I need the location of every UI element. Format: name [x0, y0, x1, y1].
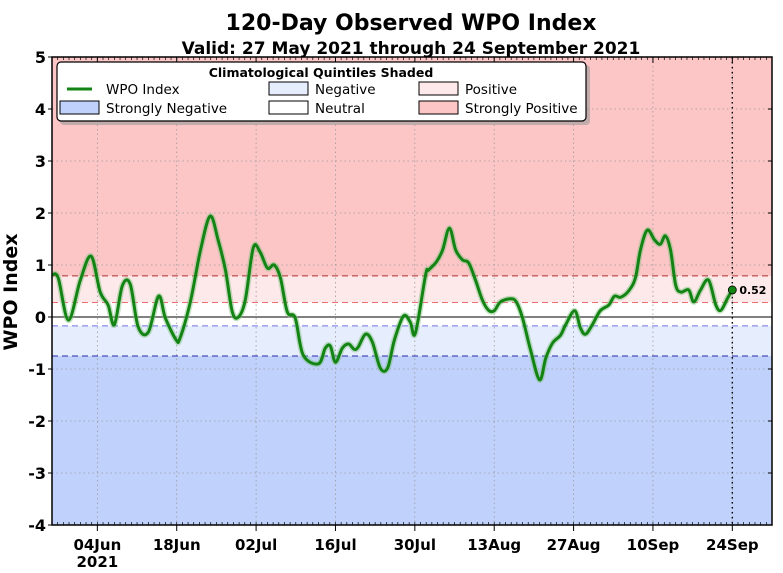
y-tick-label: -3	[28, 464, 46, 483]
legend-patch-neutral	[268, 100, 309, 115]
end-point-marker	[727, 285, 737, 295]
x-tick-label: 16Jul	[314, 536, 356, 554]
y-tick-label: -2	[28, 412, 46, 431]
legend-patch-strongly-negative	[59, 100, 100, 115]
x-tick-sublabel: 2021	[76, 553, 118, 571]
quintile-bands	[52, 57, 772, 525]
legend-label-wpo-index: WPO Index	[106, 82, 180, 98]
y-tick-label: -1	[28, 360, 46, 379]
legend-label-strongly-positive: Strongly Positive	[465, 101, 578, 117]
y-tick-label: 1	[35, 256, 46, 275]
chart-subtitle: Valid: 27 May 2021 through 24 September …	[182, 39, 641, 59]
x-tick-label: 30Jul	[394, 536, 436, 554]
series-line-wpo-index	[51, 214, 734, 382]
x-tick-label: 24Sep	[706, 536, 759, 554]
band-positive	[52, 275, 772, 303]
y-tick-label: 3	[35, 152, 46, 171]
band-strongly-negative	[52, 356, 772, 525]
y-tick-label: 4	[35, 100, 46, 119]
legend-label-negative: Negative	[315, 82, 376, 98]
end-point-group: 0.52	[727, 284, 766, 297]
x-tick-label: 02Jul	[235, 536, 277, 554]
legend-label-strongly-negative: Strongly Negative	[106, 101, 227, 117]
legend-title: Climatological Quintiles Shaded	[209, 65, 434, 80]
end-point-label: 0.52	[739, 284, 766, 297]
chart-title: 120-Day Observed WPO Index	[226, 11, 597, 36]
y-tick-label: -4	[28, 516, 46, 535]
legend-patch-positive	[418, 81, 459, 96]
x-tick-label: 18Jun	[153, 536, 201, 554]
x-tick-label: 27Aug	[547, 536, 601, 554]
x-tick-label: 10Sep	[627, 536, 680, 554]
legend-patch-strongly-positive	[418, 100, 459, 115]
series-layer	[50, 213, 735, 383]
legend-patch-negative	[268, 81, 309, 96]
y-tick-label: 2	[35, 204, 46, 223]
x-tick-label: 13Aug	[467, 536, 521, 554]
plot-frame	[51, 56, 773, 526]
legend-label-neutral: Neutral	[315, 101, 365, 117]
x-tick-label: 04Jun	[73, 536, 121, 554]
y-tick-label: 0	[35, 308, 46, 327]
legend: Climatological Quintiles Shaded WPO Inde…	[56, 61, 590, 125]
y-axis: 5 4 3 2 1 0 -1 -2 -3 -4	[28, 48, 772, 535]
y-axis-label: WPO Index	[0, 234, 22, 351]
y-tick-label: 5	[35, 48, 46, 67]
legend-label-positive: Positive	[465, 82, 517, 98]
